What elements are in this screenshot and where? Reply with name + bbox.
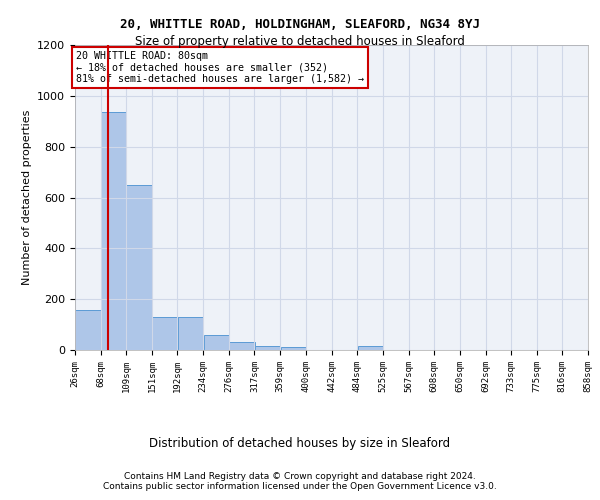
Text: 20, WHITTLE ROAD, HOLDINGHAM, SLEAFORD, NG34 8YJ: 20, WHITTLE ROAD, HOLDINGHAM, SLEAFORD, … xyxy=(120,18,480,30)
Y-axis label: Number of detached properties: Number of detached properties xyxy=(22,110,32,285)
Text: Size of property relative to detached houses in Sleaford: Size of property relative to detached ho… xyxy=(135,35,465,48)
Text: Distribution of detached houses by size in Sleaford: Distribution of detached houses by size … xyxy=(149,437,451,450)
Bar xyxy=(203,336,229,350)
Bar xyxy=(152,318,178,350)
Text: Contains HM Land Registry data © Crown copyright and database right 2024.: Contains HM Land Registry data © Crown c… xyxy=(124,472,476,481)
Text: Contains public sector information licensed under the Open Government Licence v3: Contains public sector information licen… xyxy=(103,482,497,491)
Bar xyxy=(229,342,255,350)
Bar xyxy=(255,346,280,350)
Bar xyxy=(127,186,152,350)
Bar xyxy=(358,346,383,350)
Text: 20 WHITTLE ROAD: 80sqm
← 18% of detached houses are smaller (352)
81% of semi-de: 20 WHITTLE ROAD: 80sqm ← 18% of detached… xyxy=(76,50,364,84)
Bar xyxy=(76,310,101,350)
Bar xyxy=(281,348,306,350)
Bar xyxy=(178,318,203,350)
Bar xyxy=(101,112,127,350)
